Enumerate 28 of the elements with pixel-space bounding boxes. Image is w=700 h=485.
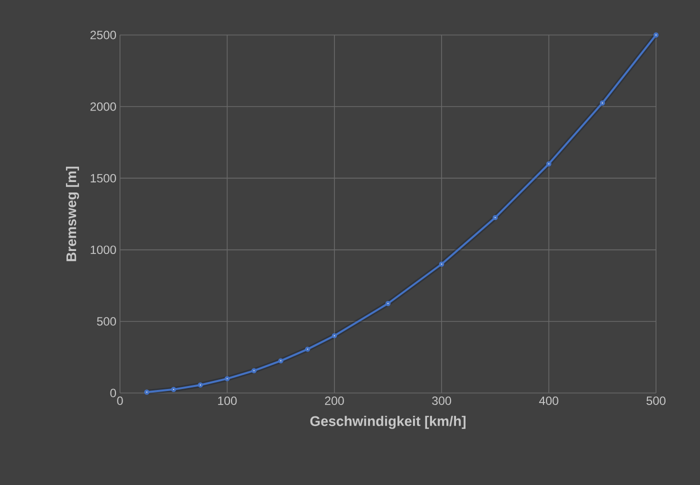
x-tick-label: 100 [218,396,237,405]
point [251,368,257,374]
point [385,300,391,306]
point [305,346,310,352]
y-tick-label: 2000 [90,102,116,111]
point [332,333,337,338]
y-tick-label: 0 [110,388,116,398]
point [600,100,605,106]
x-axis-title: Geschwindigkeit [km/h] [310,416,466,429]
point [492,214,498,220]
y-tick-label: 2500 [90,30,116,40]
x-tick-label: 400 [539,396,558,405]
point [171,386,176,392]
point [546,161,552,166]
y-tick-label: 500 [97,317,116,326]
x-tick-label: 500 [646,396,666,405]
x-tick-label: 0 [117,396,123,405]
point [439,262,444,267]
y-axis-title: Bremsweg [m] [66,166,80,262]
point [198,382,203,388]
point [653,32,659,38]
x-tick-label: 200 [325,396,344,405]
point [144,390,150,395]
point [278,358,284,364]
y-tick-label: 1000 [90,246,116,254]
point [224,376,230,382]
x-tick-label: 300 [432,396,452,405]
y-tick-label: 1500 [90,174,116,182]
